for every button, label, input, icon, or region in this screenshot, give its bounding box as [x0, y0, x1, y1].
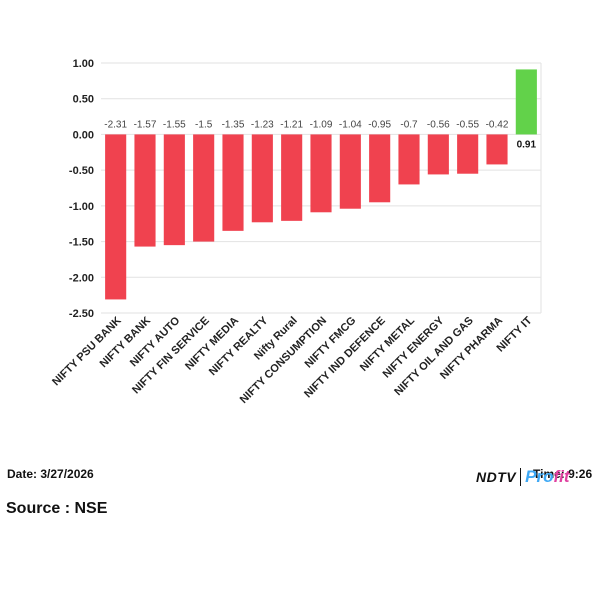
bar — [134, 134, 156, 247]
y-tick-label: -2.00 — [69, 272, 94, 284]
bar — [193, 134, 215, 242]
data-label: -1.04 — [339, 119, 362, 130]
y-tick-label: 0.50 — [73, 94, 94, 106]
y-tick-label: -1.00 — [69, 201, 94, 213]
bar — [339, 134, 361, 209]
data-label: -0.95 — [368, 119, 391, 130]
bar — [222, 134, 244, 231]
y-tick-label: -1.50 — [69, 237, 94, 249]
data-label: -1.23 — [251, 119, 274, 130]
bar — [310, 134, 332, 213]
ndtv-logo-text: NDTV — [476, 469, 517, 485]
bar — [281, 134, 303, 221]
profit-logo-text: Profit — [525, 467, 570, 486]
ndtv-profit-logo: NDTV Profit — [476, 466, 570, 488]
data-label: -0.42 — [486, 119, 509, 130]
data-label: -1.57 — [134, 119, 157, 130]
bars — [105, 69, 537, 300]
data-labels: -2.31 -1.57 -1.55 -1.5 -1.35 -1.23 -1.21 -1.09-… — [104, 119, 536, 150]
data-label: -1.21 — [280, 119, 303, 130]
bar — [105, 134, 127, 300]
data-label: -1.35 — [222, 119, 245, 130]
bar-chart: 1.00 0.50 0.00 -0.50 -1.00 -1.50 -2.00 -2.50 -2… — [50, 58, 542, 406]
data-label: -2.31 — [104, 119, 127, 130]
data-label: -0.56 — [427, 119, 450, 130]
bar — [398, 134, 420, 185]
bar — [369, 134, 391, 203]
bar — [427, 134, 449, 175]
y-axis: 1.00 0.50 0.00 -0.50 -1.00 -1.50 -2.00 -2.50 — [69, 58, 94, 320]
data-label: -0.55 — [456, 119, 479, 130]
bar — [163, 134, 185, 246]
data-label: -1.55 — [163, 119, 186, 130]
bar — [515, 69, 537, 135]
y-tick-label: 1.00 — [73, 58, 94, 70]
data-label: -0.7 — [400, 119, 418, 130]
bar — [457, 134, 479, 174]
date-label: Date: 3/27/2026 — [7, 467, 94, 481]
time-label: Time: 9:26 — [533, 467, 593, 481]
y-tick-label: -2.50 — [69, 308, 94, 320]
data-label: -1.5 — [195, 119, 213, 130]
data-label: -1.09 — [310, 119, 333, 130]
data-label: 0.91 — [517, 139, 537, 150]
y-tick-label: 0.00 — [73, 129, 94, 141]
bar — [251, 134, 273, 223]
source-label: Source : NSE — [6, 500, 108, 517]
logo-divider — [520, 468, 522, 486]
y-tick-label: -0.50 — [69, 165, 94, 177]
bar — [486, 134, 508, 165]
